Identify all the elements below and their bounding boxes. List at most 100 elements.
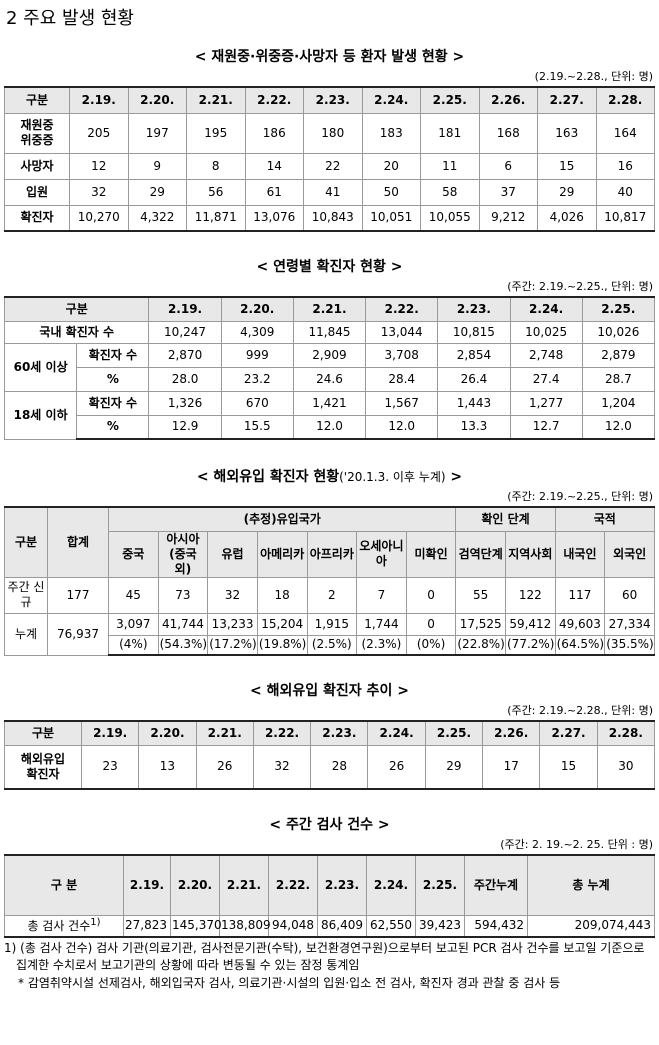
cell: 183 <box>361 112 421 154</box>
cell: 12.0 <box>292 414 367 440</box>
header-cell: 총 누계 <box>527 854 655 916</box>
cell: 12.0 <box>365 414 439 440</box>
cell: 1,277 <box>509 390 583 416</box>
header-cell: 주간누계 <box>464 854 528 916</box>
cell: 58 <box>420 178 480 206</box>
cell: 10,026 <box>581 320 656 344</box>
cell: 27,823 <box>123 914 171 938</box>
row: % 12.9 15.5 12.0 12.0 13.3 12.7 12.0 <box>5 414 656 440</box>
cell: 확진자 수 <box>76 342 150 368</box>
cell: 49,603 <box>554 612 606 636</box>
row: 18세 이하 확진자 수 1,326 670 1,421 1,567 1,443 1,277 1… <box>3 390 656 440</box>
page: 2 주요 발생 현황 < 재원중·위중증·사망자 등 환자 발생 현황 > (2… <box>0 4 659 1045</box>
cell: 1,915 <box>306 612 358 636</box>
cell: 73 <box>157 576 209 614</box>
footnote: * 감염취약시설 선제검사, 해외입국자 검사, 의료기관·시설의 입원·입소 … <box>18 975 561 990</box>
row: 구분 합계 (추정)유입국가 확인 단계 국적 <box>4 506 656 578</box>
row: % 28.0 23.2 24.6 28.4 26.4 27.4 28.7 <box>5 366 656 392</box>
cell: 1,204 <box>581 390 656 416</box>
table-title: < 재원중·위중증·사망자 등 환자 발생 현황 > <box>194 49 465 65</box>
cell: 4,309 <box>220 320 294 344</box>
cell: 13 <box>138 744 197 790</box>
cell: 10,055 <box>420 204 480 232</box>
cell: (22.8%) <box>455 634 506 656</box>
header-cell: 2.21. <box>292 296 367 322</box>
cell: 41 <box>303 178 363 206</box>
header-cell: 미확인 <box>405 530 457 578</box>
table: 구분 2.19. 2.20. 2.21. 2.22. 2.23. 2.24. 2.25. 2.2… <box>4 720 656 790</box>
header-cell: 구분 <box>4 506 48 578</box>
cell: 12 <box>69 152 129 180</box>
row: 60세 이상 확진자 수 2,870 999 2,909 3,708 2,854 2,748 2… <box>3 342 656 392</box>
cell: 12.7 <box>509 414 583 440</box>
header-cell: 2.21. <box>186 86 246 114</box>
header-cell: 중국 <box>108 530 159 578</box>
header-cell: 2.22. <box>365 296 439 322</box>
cell: 0 <box>405 576 457 614</box>
cell: 3,097 <box>108 612 159 636</box>
header-cell: 2.28. <box>595 86 655 114</box>
cell: 2,879 <box>581 342 656 368</box>
cell: 26 <box>195 744 254 790</box>
cell: 45 <box>108 576 159 614</box>
unit: (주간: 2.19.~2.28., 단위: 명) <box>507 704 653 717</box>
cell: 24.6 <box>292 366 367 392</box>
header-cell: 국적 <box>554 506 656 532</box>
row: 누계 76,937 3,097 41,744 13,233 15,204 1,915 1,74… <box>4 612 655 656</box>
header-cell: 2.25. <box>415 854 465 916</box>
cell: 26.4 <box>437 366 511 392</box>
cell: 15,204 <box>256 612 308 636</box>
cell: 2,854 <box>437 342 511 368</box>
unit: (주간: 2. 19.~2. 25. 단위 : 명) <box>500 838 653 851</box>
cell: 209,074,443 <box>527 914 655 938</box>
header-cell: 합계 <box>47 506 109 578</box>
cell: 32 <box>69 178 129 206</box>
cell: 10,843 <box>303 204 363 232</box>
header-cell: 2.26. <box>478 86 538 114</box>
row: 총 검사 건수1) 27,823 145,370 138,809 94,048 86,40… <box>4 914 655 938</box>
cell: 12.0 <box>581 414 656 440</box>
row: 재원중 위중증 205 197 195 186 180 183 181 168 163 164 <box>4 112 655 154</box>
cell: 2 <box>306 576 358 614</box>
cell: 16 <box>595 152 655 180</box>
header-cell: 2.27. <box>537 86 597 114</box>
row: 구분 2.19. 2.20. 2.21. 2.22. 2.23. 2.24. 2.25. 2.2… <box>4 86 655 114</box>
cell: % <box>76 414 150 440</box>
cell: 7 <box>356 576 407 614</box>
cell: 163 <box>537 112 597 154</box>
cell: 60세 이상 <box>3 342 78 392</box>
cell: 사망자 <box>4 152 70 180</box>
cell: 4,026 <box>537 204 597 232</box>
header-cell: 2.20. <box>220 296 294 322</box>
header-cell: 구분 <box>4 720 82 746</box>
header-cell: 구 분 <box>4 854 124 916</box>
cell: 15 <box>537 152 597 180</box>
cell: 14 <box>244 152 304 180</box>
cell: (2.3%) <box>356 634 407 656</box>
cell: (19.8%) <box>256 634 308 656</box>
cell: 59,412 <box>505 612 556 636</box>
cell: 168 <box>478 112 538 154</box>
cell: 94,048 <box>268 914 318 938</box>
header-cell: 2.26. <box>482 720 541 746</box>
cell: 2,909 <box>292 342 367 368</box>
cell: 1,567 <box>365 390 439 416</box>
cell: 13,044 <box>365 320 439 344</box>
row: 사망자 12 9 8 14 22 20 11 6 15 16 <box>4 152 655 180</box>
cell: 9 <box>127 152 187 180</box>
cell: (64.5%) <box>554 634 606 656</box>
cell: 입원 <box>4 178 70 206</box>
footnote: 1) (총 검사 건수) 검사 기관(의료기관, 검사전문기관(수탁), 보건환… <box>4 941 645 973</box>
cell: 6 <box>478 152 538 180</box>
header-cell: 구분 <box>4 86 70 114</box>
cell: 0 <box>405 612 457 636</box>
cell: 2,748 <box>509 342 583 368</box>
header-cell: 2.21. <box>219 854 269 916</box>
title-end: > <box>450 469 463 485</box>
cell: 23 <box>80 744 140 790</box>
cell: 8 <box>186 152 246 180</box>
cell: 181 <box>420 112 480 154</box>
header-cell: 2.23. <box>310 720 369 746</box>
cell: (2.5%) <box>306 634 358 656</box>
section-3: < 해외유입 확진자 현황('20.1.3. 이후 누계) > (주간: 2.1… <box>4 466 656 656</box>
